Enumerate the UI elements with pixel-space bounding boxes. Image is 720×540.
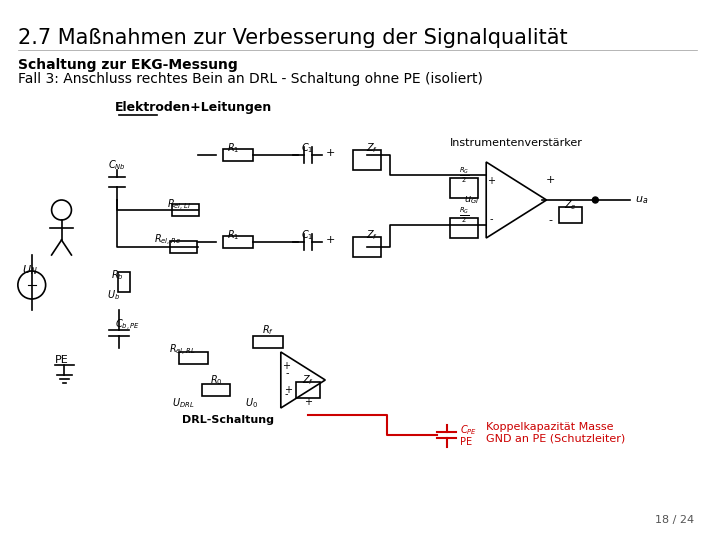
Text: +: + [546,175,555,185]
Bar [451,218,478,238]
Text: $R_{el,Li}$: $R_{el,Li}$ [167,198,191,213]
Text: $Z_f$: $Z_f$ [302,373,314,387]
Bar [253,336,283,348]
Bar [223,149,253,161]
Text: $C_1$: $C_1$ [302,141,314,155]
Bar [118,272,130,292]
Text: DRL-Schaltung: DRL-Schaltung [182,415,274,425]
Text: PE: PE [460,437,472,447]
Text: $Z_f$: $Z_f$ [366,228,378,242]
Bar [354,150,381,170]
Text: +: + [487,176,495,186]
Text: Schaltung zur EKG-Messung: Schaltung zur EKG-Messung [18,58,238,72]
Text: $R_{el,Re}$: $R_{el,Re}$ [154,232,181,247]
Text: Fall 3: Anschluss rechtes Bein an DRL - Schaltung ohne PE (isoliert): Fall 3: Anschluss rechtes Bein an DRL - … [18,72,482,86]
Text: $C_{Nb}$: $C_{Nb}$ [108,158,126,172]
Text: $C_{b,PE}$: $C_{b,PE}$ [115,318,140,333]
Text: -: - [490,214,493,224]
Text: $U_0$: $U_0$ [245,396,258,410]
Text: $U_N$: $U_N$ [22,263,37,277]
Bar [354,237,381,257]
Bar [170,241,197,253]
Text: -: - [549,215,553,225]
Text: $C_1$: $C_1$ [302,228,314,242]
Text: $R_b$: $R_b$ [111,268,124,282]
Text: $R_{el,RL}$: $R_{el,RL}$ [168,342,195,357]
Text: +: + [304,397,312,407]
Text: Koppelkapazität Masse
GND an PE (Schutzleiter): Koppelkapazität Masse GND an PE (Schutzl… [486,422,626,444]
Bar [171,204,199,216]
Text: -: - [284,389,287,399]
Text: $\frac{R_G}{2}$: $\frac{R_G}{2}$ [459,165,469,185]
Bar [296,382,320,398]
Text: $\frac{R_G}{2}$: $\frac{R_G}{2}$ [459,205,469,225]
Text: $R_1$: $R_1$ [227,228,239,242]
Bar [451,178,478,198]
Text: $Z_e$: $Z_e$ [564,198,577,212]
Text: $R_f$: $R_f$ [262,323,274,337]
Text: $u_a$: $u_a$ [635,194,648,206]
Bar [559,207,582,223]
Text: PE: PE [55,355,68,365]
Text: $R_0$: $R_0$ [210,373,222,387]
Text: $u_{GI}$: $u_{GI}$ [464,194,479,206]
Bar [179,352,208,364]
Bar [202,384,230,396]
Text: $Z_f$: $Z_f$ [366,141,378,155]
Text: +: + [282,361,289,371]
Text: $C_{PE}$: $C_{PE}$ [460,423,477,437]
Text: $U_b$: $U_b$ [107,288,120,302]
Text: -: - [286,368,289,378]
Text: +: + [325,148,335,158]
Text: 18 / 24: 18 / 24 [655,515,695,525]
Text: Instrumentenverstärker: Instrumentenverstärker [449,138,582,148]
Bar [223,236,253,248]
Text: +: + [325,235,335,245]
Circle shape [593,197,598,203]
Text: $R_1$: $R_1$ [227,141,239,155]
Text: $U_{DRL}$: $U_{DRL}$ [172,396,195,410]
Text: 2.7 Maßnahmen zur Verbesserung der Signalqualität: 2.7 Maßnahmen zur Verbesserung der Signa… [18,28,567,48]
Text: +: + [284,385,292,395]
Text: Elektroden+Leitungen: Elektroden+Leitungen [115,102,272,114]
